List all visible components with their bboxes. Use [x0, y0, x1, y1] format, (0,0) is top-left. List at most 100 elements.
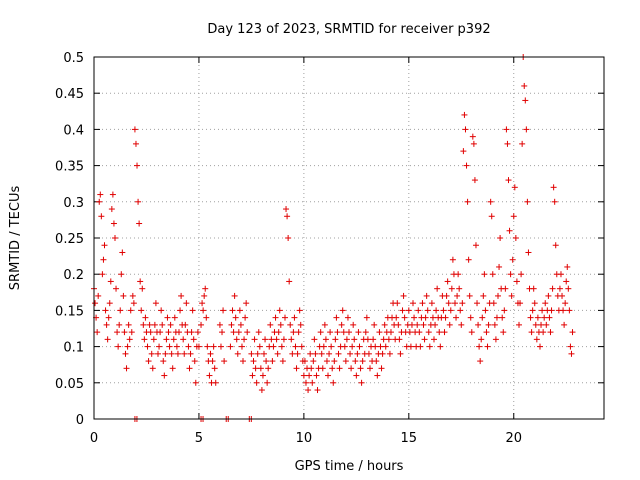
- data-point: [99, 271, 106, 278]
- data-points: [91, 54, 576, 422]
- data-point: [370, 336, 377, 343]
- data-point: [250, 358, 257, 365]
- y-axis-label: SRMTID / TECUs: [8, 186, 23, 291]
- data-point: [136, 220, 143, 227]
- data-point: [238, 343, 245, 350]
- data-point: [138, 307, 145, 314]
- data-point: [198, 321, 205, 328]
- data-point: [103, 321, 110, 328]
- data-point: [204, 343, 211, 350]
- data-point: [328, 343, 335, 350]
- data-point: [456, 285, 463, 292]
- data-point: [503, 126, 510, 133]
- data-point: [355, 329, 362, 336]
- data-point: [426, 343, 433, 350]
- data-point: [500, 329, 507, 336]
- data-point: [343, 336, 350, 343]
- data-point: [192, 379, 199, 386]
- data-point: [194, 329, 201, 336]
- data-point: [446, 321, 453, 328]
- data-point: [166, 343, 173, 350]
- data-point: [527, 314, 534, 321]
- data-point: [190, 336, 197, 343]
- data-point: [449, 256, 456, 263]
- data-point: [346, 329, 352, 336]
- data-point: [211, 365, 218, 372]
- data-point: [416, 329, 423, 336]
- data-point: [335, 350, 342, 357]
- data-point: [478, 336, 485, 343]
- data-point: [169, 365, 176, 372]
- data-point: [349, 343, 356, 350]
- data-point: [145, 358, 152, 365]
- data-point: [252, 365, 259, 372]
- data-point: [209, 358, 216, 365]
- data-point: [476, 343, 483, 350]
- data-point: [219, 329, 226, 336]
- data-point: [269, 358, 276, 365]
- data-point: [563, 278, 570, 285]
- data-point: [546, 314, 553, 321]
- data-point: [562, 300, 569, 307]
- data-point: [284, 213, 291, 220]
- data-point: [410, 300, 417, 307]
- data-point: [557, 271, 564, 278]
- data-point: [253, 379, 260, 386]
- data-point: [248, 350, 255, 357]
- data-point: [227, 343, 234, 350]
- data-point: [523, 126, 530, 133]
- data-point: [168, 350, 175, 357]
- data-point: [202, 285, 209, 292]
- data-point: [295, 329, 302, 336]
- data-point: [185, 343, 192, 350]
- data-point: [458, 321, 465, 328]
- data-point: [230, 329, 237, 336]
- data-point: [464, 198, 471, 205]
- data-point: [548, 307, 555, 314]
- data-point: [545, 292, 552, 299]
- data-point: [507, 271, 514, 278]
- data-point: [436, 329, 443, 336]
- data-point: [199, 300, 206, 307]
- data-point: [298, 343, 305, 350]
- data-point: [102, 307, 109, 314]
- data-point: [371, 321, 378, 328]
- data-point: [139, 285, 146, 292]
- data-point: [173, 343, 180, 350]
- data-point: [221, 358, 228, 365]
- data-point: [442, 314, 449, 321]
- data-point: [170, 336, 177, 343]
- x-tick-label: 20: [505, 431, 522, 446]
- data-point: [109, 191, 116, 198]
- data-point: [268, 336, 275, 343]
- grid-lines: [93, 56, 604, 420]
- data-point: [347, 350, 354, 357]
- data-point: [549, 285, 556, 292]
- plot-frame: [93, 56, 605, 420]
- data-point: [564, 263, 571, 270]
- data-point: [148, 350, 155, 357]
- data-point: [331, 358, 338, 365]
- data-point: [447, 307, 454, 314]
- data-point: [307, 350, 314, 357]
- data-point: [163, 336, 170, 343]
- data-point: [466, 292, 473, 299]
- data-point: [165, 329, 172, 336]
- data-point: [289, 350, 296, 357]
- data-point: [420, 321, 427, 328]
- data-point: [119, 249, 126, 256]
- data-point: [134, 162, 141, 169]
- data-point: [543, 321, 550, 328]
- data-point: [522, 97, 529, 104]
- data-point: [259, 372, 266, 379]
- data-point: [482, 307, 489, 314]
- data-point: [132, 140, 139, 147]
- data-point: [396, 336, 403, 343]
- data-point: [321, 321, 328, 328]
- data-point: [513, 278, 520, 285]
- data-point: [262, 336, 269, 343]
- data-point: [364, 336, 371, 343]
- data-point: [484, 343, 491, 350]
- data-point: [510, 213, 517, 220]
- data-point: [341, 343, 348, 350]
